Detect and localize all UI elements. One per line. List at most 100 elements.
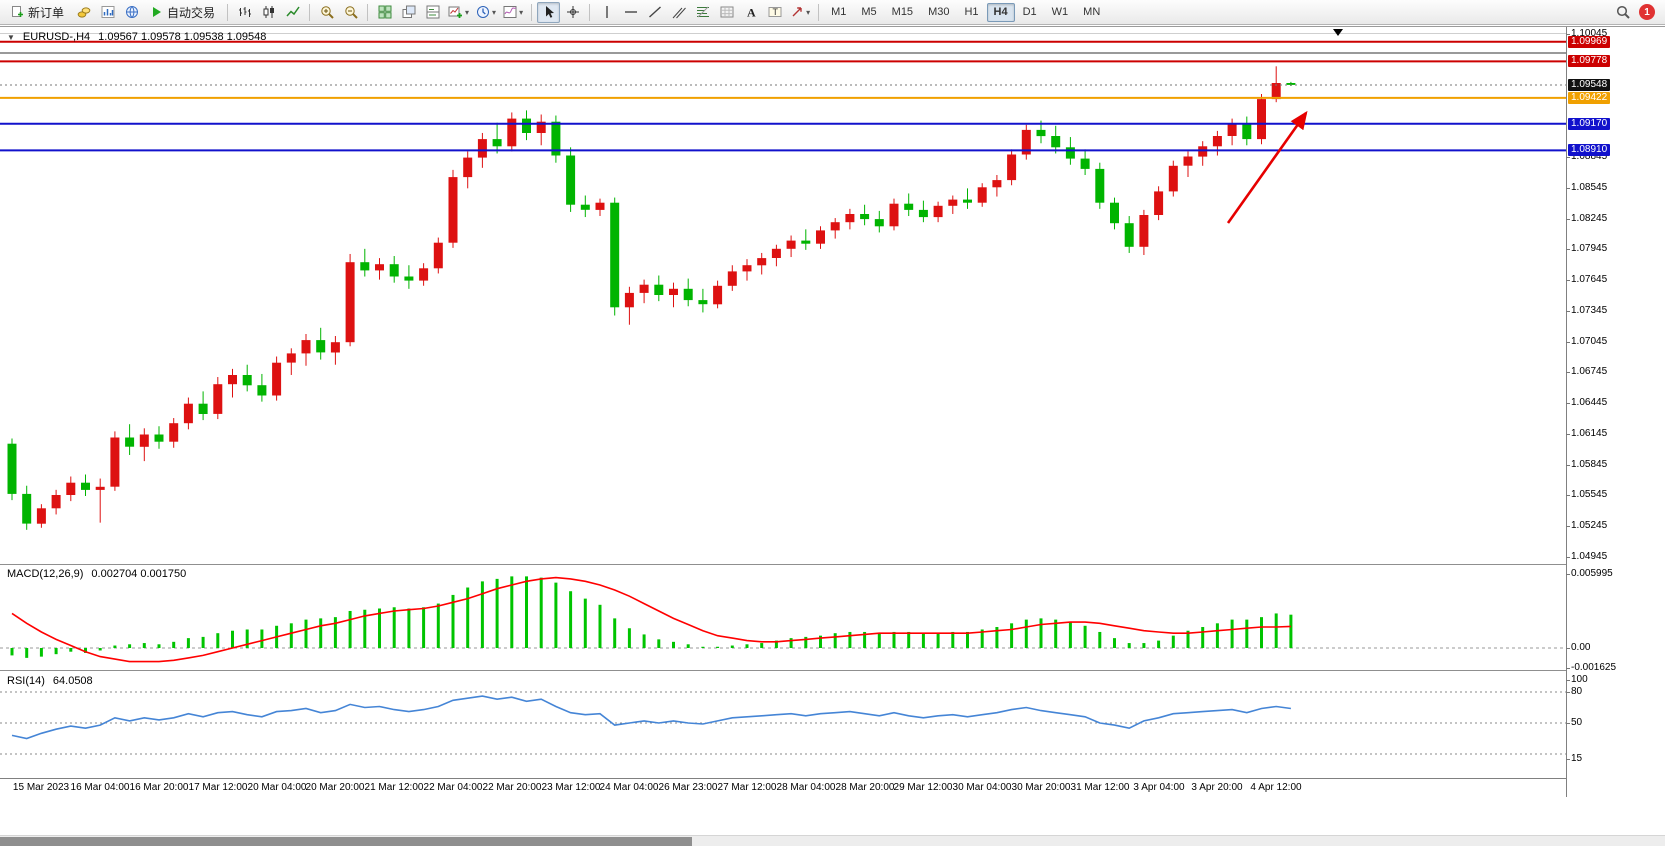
timeframe-m15-button[interactable]: M15 [885,3,920,22]
trendline-icon [648,6,661,18]
time-axis-label: 23 Mar 12:00 [541,782,601,793]
price-scale-label: 1.10045 [1565,28,1608,39]
web-community-button[interactable] [120,2,143,23]
tile-windows-button[interactable] [373,2,396,23]
vertical-line-tool-button[interactable] [595,2,618,23]
search-button[interactable] [1611,2,1634,23]
text-icon: A [747,6,756,20]
auto-trading-button[interactable]: 自动交易 [144,2,222,23]
pane-separators [0,33,1566,671]
time-axis-label: 29 Mar 12:00 [893,782,953,793]
horizontal-scrollbar[interactable] [0,835,1665,846]
svg-text:A: A [747,6,756,20]
chart-header: ▼ EURUSD-,H4 1.09567 1.09578 1.09538 1.0… [7,31,266,43]
coins-icon [77,7,90,18]
new-order-label: 新订单 [28,5,65,20]
cursor-tool-button[interactable] [537,1,561,23]
crosshair-tool-button[interactable] [561,2,584,23]
arrange-windows-icon [426,5,440,19]
chart-window: ▼ EURUSD-,H4 1.09567 1.09578 1.09538 1.0… [0,26,1665,846]
chart-canvas[interactable] [0,27,1566,797]
indicators-button[interactable]: ▾ [500,2,526,23]
arrange-windows-button[interactable] [421,2,444,23]
chevron-down-icon[interactable]: ▼ [7,32,15,42]
tile-windows-icon [378,5,392,19]
trendline-tool-button[interactable] [643,2,666,23]
market-watch-icon [101,6,115,18]
timeframe-d1-button[interactable]: D1 [1016,3,1044,22]
zoom-out-button[interactable] [339,2,362,23]
time-axis-label: 3 Apr 04:00 [1133,782,1185,793]
candles-layer [7,66,1296,530]
time-axis-label: 16 Mar 04:00 [70,782,130,793]
grid-tool-button[interactable] [715,2,738,23]
rsi-scale-label: 15 [1565,753,1583,764]
chevron-down-icon: ▾ [492,7,497,17]
cascade-windows-button[interactable] [397,2,420,23]
main-toolbar: 新订单 自动交易 ▾ ▾ [0,0,1665,25]
time-axis-label: 20 Mar 20:00 [305,782,365,793]
macd-name: MACD(12,26,9) [7,568,84,580]
time-axis-label: 30 Mar 04:00 [952,782,1012,793]
arrows-tool-button[interactable]: ▾ [787,2,813,23]
timeframe-h1-button[interactable]: H1 [957,3,985,22]
bar-chart-type-button[interactable] [233,2,256,23]
time-axis-label: 3 Apr 20:00 [1191,782,1243,793]
text-tool-button[interactable]: A [739,2,762,23]
rsi-scale-label: 100 [1566,674,1588,685]
ohlc-values: 1.09567 1.09578 1.09538 1.09548 [98,31,267,43]
toolbar-separator [531,3,533,21]
horizontal-line-icon [624,11,637,13]
label-tool-button[interactable]: T [763,2,786,23]
channel-tool-button[interactable] [667,2,690,23]
time-axis-label: 4 Apr 12:00 [1250,782,1302,793]
price-scale-label: 1.06445 [1565,397,1608,408]
periods-button[interactable]: ▾ [473,2,499,23]
chart-shift-marker-icon[interactable] [1333,29,1343,36]
trade-accounts-button[interactable] [72,2,95,23]
price-line-label: 1.09170 [1568,118,1611,130]
toolbar-separator [818,3,820,21]
cursor-icon [545,6,554,18]
label-icon: T [768,7,782,17]
price-line-label: 1.09969 [1568,36,1611,48]
notification-badge[interactable]: 1 [1639,4,1655,20]
line-chart-type-button[interactable] [281,2,304,23]
time-axis[interactable]: 15 Mar 2023 16 Mar 04:00 16 Mar 20:00 17 Ma… [0,778,1566,797]
timeframe-m5-button[interactable]: M5 [854,3,883,22]
price-scale-label: 1.04945 [1565,551,1608,562]
market-watch-button[interactable] [96,2,119,23]
scrollbar-thumb[interactable] [0,837,692,846]
toolbar-separator [367,3,369,21]
time-axis-label: 22 Mar 20:00 [482,782,542,793]
new-order-icon [12,6,23,17]
zoom-out-icon [344,6,358,19]
new-chart-button[interactable]: ▾ [445,2,472,23]
price-scale-label: 1.08845 [1565,151,1608,162]
symbol-period-label: EURUSD-,H4 [22,31,91,43]
timeframe-h4-button[interactable]: H4 [986,2,1015,22]
zoom-in-button[interactable] [315,2,338,23]
timeframe-mn-button[interactable]: MN [1076,3,1107,22]
timeframe-w1-button[interactable]: W1 [1045,3,1076,22]
auto-trading-label: 自动交易 [167,5,216,20]
trend-arrow-annotation[interactable] [1226,110,1308,224]
timeframe-m1-button[interactable]: M1 [824,3,853,22]
rsi-pane [0,691,1566,755]
crosshair-icon [566,6,579,18]
vertical-line-icon [605,6,608,18]
price-scale[interactable]: 1.10045 1.08845 1.08545 1.08245 1.07945 1.076… [1565,27,1665,797]
horizontal-lines-layer[interactable] [0,40,1566,152]
chevron-down-icon: ▾ [806,7,811,17]
candlestick-chart-type-button[interactable] [257,2,280,23]
horizontal-line-tool-button[interactable] [619,2,642,23]
price-line-label: 1.09778 [1568,55,1611,67]
zoom-in-icon [320,6,334,19]
fibonacci-tool-button[interactable] [691,2,714,23]
timeframe-m30-button[interactable]: M30 [921,3,956,22]
time-axis-label: 28 Mar 04:00 [776,782,836,793]
macd-scale-label: 0.00 [1565,642,1591,653]
price-scale-label: 1.06145 [1565,428,1608,439]
toolbar-separator [589,3,591,21]
new-order-button[interactable]: 新订单 [4,2,71,23]
